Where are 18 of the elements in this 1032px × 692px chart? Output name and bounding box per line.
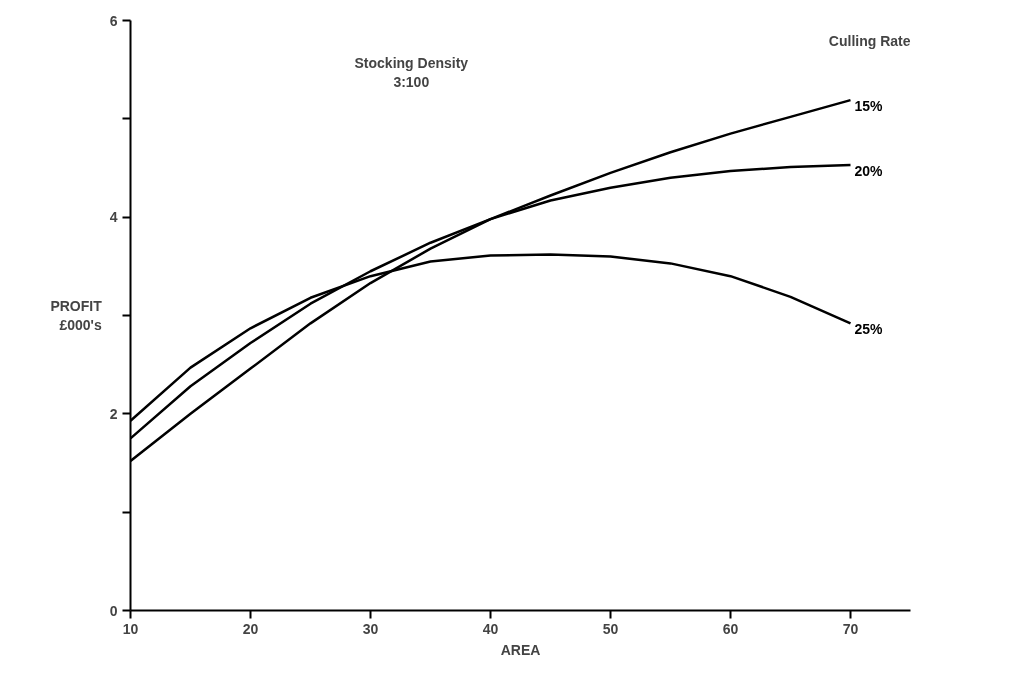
- series-label: 25%: [854, 321, 884, 338]
- y-axis-title: PROFIT £000's: [50, 297, 103, 334]
- y-tick-label: 6: [109, 12, 118, 29]
- x-tick-label: 20: [242, 620, 259, 637]
- x-tick-label: 10: [122, 620, 139, 637]
- x-tick-label: 30: [362, 620, 379, 637]
- series-label: 20%: [854, 163, 884, 180]
- annotation: Stocking Density 3:100: [354, 55, 469, 91]
- y-tick-label: 4: [109, 209, 118, 226]
- x-tick-label: 40: [482, 620, 499, 637]
- legend-title: Culling Rate: [828, 32, 911, 49]
- y-tick-label: 2: [109, 405, 118, 422]
- series-label: 15%: [854, 98, 884, 115]
- x-tick-label: 50: [602, 620, 619, 637]
- x-tick-label: 70: [842, 620, 859, 637]
- y-tick-label: 0: [109, 602, 118, 619]
- x-tick-label: 60: [722, 620, 739, 637]
- x-axis-title: AREA: [500, 641, 541, 658]
